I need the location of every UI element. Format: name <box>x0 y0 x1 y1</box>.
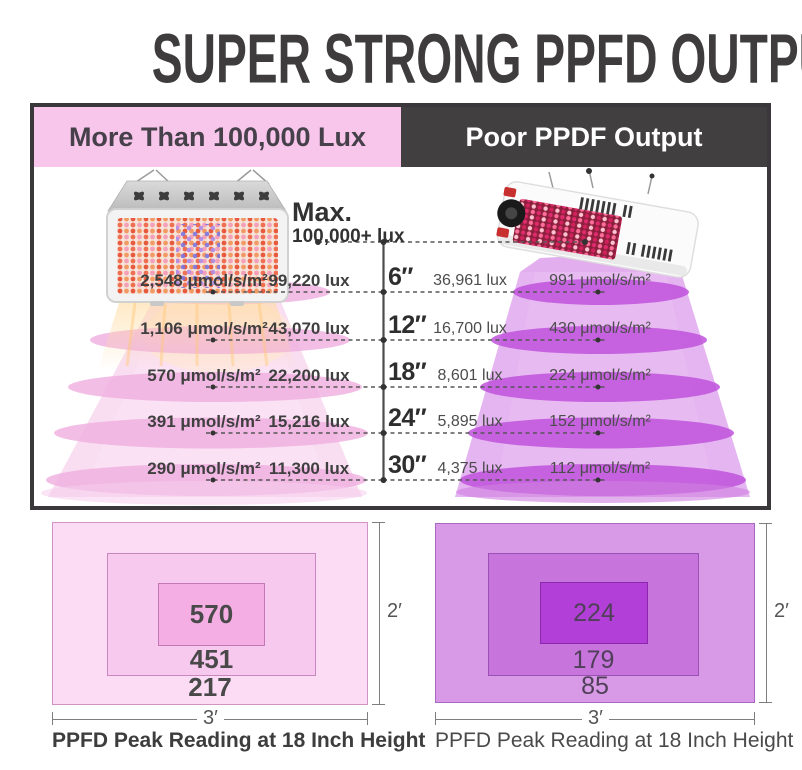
left-lux-30in: 11,300 lux <box>268 459 350 478</box>
right-ppfd-12in: 430 μmol/s/m² <box>549 320 651 337</box>
comparison-panel: More Than 100,000 Lux Poor PPDF Output <box>30 103 771 510</box>
footprint-right: 224 179 85 <box>435 523 755 703</box>
footprint-right-middle-value: 179 <box>572 646 615 674</box>
page-title-text: SUPER STRONG PPFD OUTPUT <box>151 18 802 98</box>
comparison-illustration <box>41 168 750 505</box>
footprint-right-outer-value: 85 <box>581 672 609 700</box>
right-lux-24in: 5,895 lux <box>437 413 503 430</box>
left-lux-18in: 22,200 lux <box>268 366 350 385</box>
left-ppfd-6in: 2,548 μmol/s/m² <box>140 271 268 290</box>
footprint-left-height-label: 2′ <box>387 600 402 623</box>
right-light-cone <box>455 252 750 503</box>
height-label-18in: 18″ <box>388 358 427 386</box>
footprint-right-middle: 224 179 <box>488 553 699 676</box>
height-label-12in: 12″ <box>388 311 427 339</box>
footprint-left-caption: PPFD Peak Reading at 18 Inch Height <box>52 729 426 752</box>
header-left: More Than 100,000 Lux <box>34 107 401 167</box>
left-grow-light <box>106 169 289 306</box>
right-lux-6in: 36,961 lux <box>433 272 507 289</box>
max-label: Max. <box>292 197 353 227</box>
header-right-label: Poor PPDF Output <box>465 121 703 152</box>
right-ppfd-18in: 224 μmol/s/m² <box>549 367 651 384</box>
fan-icons <box>133 191 270 201</box>
footprint-right-inner-value: 224 <box>573 598 615 627</box>
footprint-left-inner-value: 570 <box>189 599 234 629</box>
right-lux-30in: 4,375 lux <box>437 460 503 477</box>
right-ppfd-6in: 991 μmol/s/m² <box>549 272 651 289</box>
left-lux-24in: 15,216 lux <box>268 412 350 431</box>
header-right: Poor PPDF Output <box>401 107 767 167</box>
left-ppfd-30in: 290 μmol/s/m² <box>147 459 261 478</box>
footprint-left: 570 451 217 <box>52 522 368 705</box>
footprint-right-height-dim <box>759 523 772 703</box>
right-grow-light <box>496 168 699 278</box>
left-ppfd-24in: 391 μmol/s/m² <box>147 412 261 431</box>
footprint-right-width-label: 3′ <box>582 707 609 730</box>
vent-slots <box>579 197 673 262</box>
footprint-left-middle-value: 451 <box>189 644 234 674</box>
footprint-left-middle: 570 451 <box>107 553 316 676</box>
height-label-30in: 30″ <box>388 451 427 479</box>
right-ppfd-24in: 152 μmol/s/m² <box>549 413 651 430</box>
measurement-ruler <box>206 239 606 483</box>
footprint-left-outer-value: 217 <box>188 672 232 702</box>
height-label-6in: 6″ <box>388 263 413 291</box>
right-lux-18in: 8,601 lux <box>437 367 503 384</box>
right-ppfd-30in: 112 μmol/s/m² <box>549 460 651 477</box>
footprint-right-inner: 224 <box>540 582 648 644</box>
footprint-left-inner: 570 <box>158 583 265 646</box>
page-title: SUPER STRONG PPFD OUTPUT <box>0 18 802 98</box>
height-label-24in: 24″ <box>388 404 427 432</box>
footprint-left-width-label: 3′ <box>197 707 224 730</box>
max-value: 100,000+ lux <box>292 226 405 247</box>
left-lux-12in: 43,070 lux <box>268 319 350 338</box>
header-left-label: More Than 100,000 Lux <box>68 121 367 152</box>
left-lux-6in: 99,220 lux <box>268 271 350 290</box>
footprint-right-height-label: 2′ <box>774 600 789 623</box>
left-light-beam <box>98 302 297 370</box>
left-ppfd-18in: 570 μmol/s/m² <box>147 366 261 385</box>
footprint-left-height-dim <box>372 522 385 705</box>
left-ppfd-12in: 1,106 μmol/s/m² <box>140 319 268 338</box>
footprint-right-caption: PPFD Peak Reading at 18 Inch Height <box>435 729 794 752</box>
right-lux-12in: 16,700 lux <box>433 320 507 337</box>
